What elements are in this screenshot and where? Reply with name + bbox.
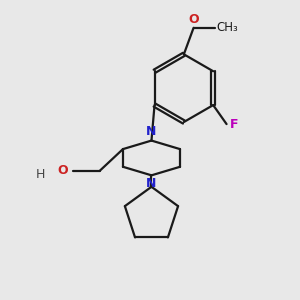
Text: O: O bbox=[188, 13, 199, 26]
Text: N: N bbox=[146, 125, 157, 138]
Text: CH₃: CH₃ bbox=[216, 21, 238, 34]
Text: F: F bbox=[230, 118, 238, 130]
Text: N: N bbox=[146, 177, 157, 190]
Text: H: H bbox=[36, 168, 46, 181]
Text: O: O bbox=[57, 164, 68, 176]
